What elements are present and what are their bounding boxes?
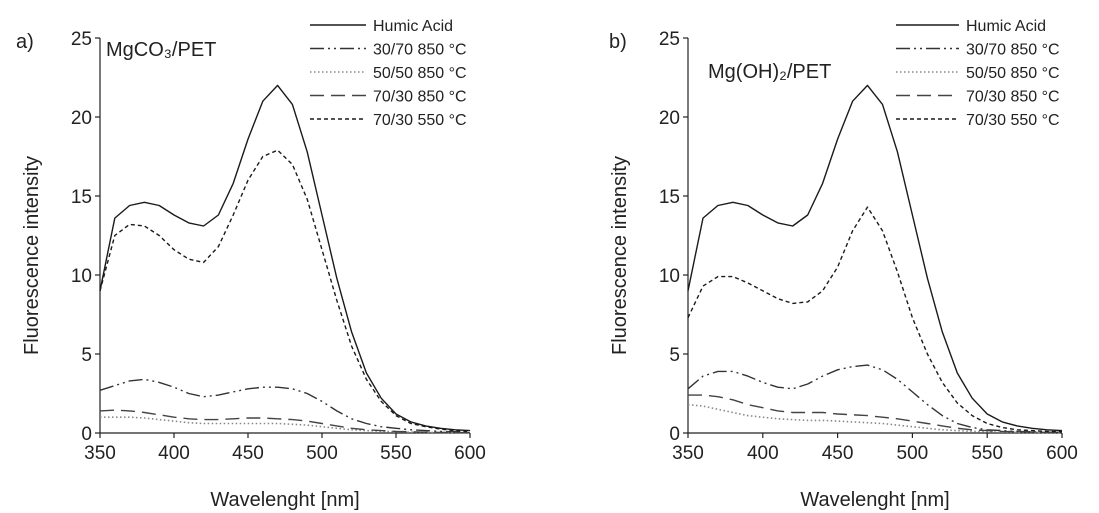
series-line-1 [687,364,1063,434]
chart-title: Mg(OH)₂/PET [708,61,831,83]
y-tick-label: 5 [81,345,92,366]
legend-label: Humic Acid [966,18,1046,35]
legend-label: Humic Acid [373,18,453,35]
legend-label: 50/50 850 °C [373,65,467,82]
y-axis-title: Fluorescence intensity [21,156,43,355]
chart-title: MgCO₃/PET [106,39,216,61]
y-tick-label: 15 [71,187,92,208]
y-tick-label: 0 [81,424,92,445]
series-line-4 [687,206,1063,433]
x-tick-label: 400 [747,443,779,464]
legend-label: 70/30 550 °C [966,112,1060,129]
legend-label: 50/50 850 °C [966,65,1060,82]
series-line-4 [99,149,471,433]
legend-label: 70/30 550 °C [373,112,467,129]
panel-letter: b) [609,31,627,53]
chart-panel-a: 0 5 10 15 20 25 350 400 450 500 550 600 Wavelenght [… [16,18,486,511]
series-line-0 [99,84,471,432]
y-tick-label: 10 [71,266,92,287]
series-line-3 [99,409,471,434]
x-tick-label: 500 [897,443,929,464]
legend-label: 70/30 850 °C [373,89,467,106]
x-tick-label: 450 [822,443,854,464]
x-axis-title: Wavelenght [nm] [800,489,949,511]
legend-label: 70/30 850 °C [966,89,1060,106]
y-axis-title: Fluorescence intensity [609,156,631,355]
legend-label: 30/70 850 °C [373,42,467,59]
y-tick-label: 5 [669,345,680,366]
series-line-0 [687,84,1063,432]
y-tick-label: 0 [669,424,680,445]
x-tick-label: 600 [1046,443,1078,464]
series-line-1 [99,378,471,433]
y-tick-label: 25 [71,29,92,50]
x-tick-label: 350 [84,443,116,464]
series-line-2 [100,416,470,434]
y-tick-label: 25 [659,29,680,50]
y-tick-label: 20 [659,108,680,129]
chart-panel-b: 0 5 10 15 20 25 350 400 450 500 550 600 Wavelenght [… [609,18,1078,511]
x-tick-label: 550 [380,443,412,464]
x-tick-label: 450 [232,443,264,464]
y-tick-label: 20 [71,108,92,129]
legend-label: 30/70 850 °C [966,42,1060,59]
x-tick-label: 550 [971,443,1003,464]
y-tick-label: 15 [659,187,680,208]
x-axis-title: Wavelenght [nm] [210,489,359,511]
x-tick-label: 350 [672,443,704,464]
x-tick-label: 500 [306,443,338,464]
x-tick-label: 400 [158,443,190,464]
series-line-2 [687,403,1062,434]
y-tick-label: 10 [659,266,680,287]
panel-letter: a) [16,31,34,53]
series-line-3 [688,394,1063,434]
x-tick-label: 600 [454,443,486,464]
